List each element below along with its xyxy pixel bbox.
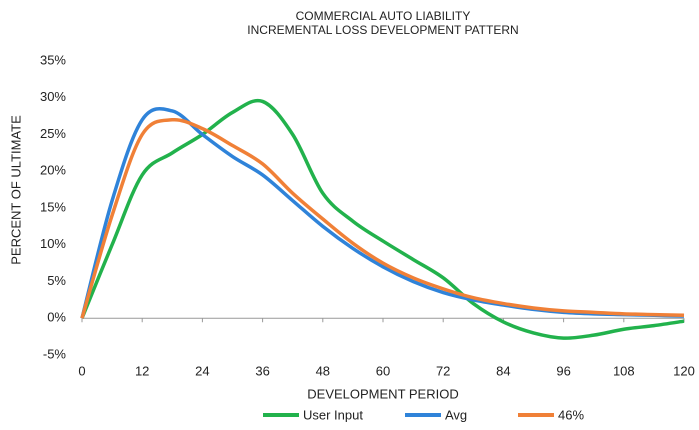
y-tick-label: 10%: [40, 236, 66, 251]
y-tick-label: 35%: [40, 52, 66, 67]
x-tick-label: 12: [135, 363, 149, 378]
x-tick-label: 48: [316, 363, 330, 378]
y-tick-label: -5%: [43, 346, 67, 361]
y-tick-label: 15%: [40, 199, 66, 214]
y-tick-label: 20%: [40, 163, 66, 178]
y-axis-label: PERCENT OF ULTIMATE: [8, 115, 23, 265]
y-tick-label: 5%: [47, 273, 66, 288]
x-tick-label: 84: [496, 363, 510, 378]
x-tick-label: 0: [78, 363, 85, 378]
x-tick-label: 24: [195, 363, 209, 378]
legend-label: Avg: [445, 407, 467, 422]
x-tick-label: 120: [673, 363, 695, 378]
y-tick-label: 30%: [40, 89, 66, 104]
x-tick-label: 36: [255, 363, 269, 378]
y-tick-label: 0%: [47, 310, 66, 325]
series-line: [80, 117, 685, 319]
x-tick-label: 60: [376, 363, 390, 378]
x-tick-label: 72: [436, 363, 450, 378]
chart-subtitle: INCREMENTAL LOSS DEVELOPMENT PATTERN: [247, 23, 518, 37]
series-line: [80, 98, 685, 340]
legend-label: 46%: [558, 407, 584, 422]
y-tick-label: 25%: [40, 126, 66, 141]
legend-label: User Input: [303, 407, 363, 422]
series-line: [80, 107, 685, 319]
chart-title: COMMERCIAL AUTO LIABILITY: [296, 9, 471, 23]
x-tick-label: 108: [613, 363, 635, 378]
x-axis-label: DEVELOPMENT PERIOD: [307, 386, 458, 401]
x-tick-label: 96: [556, 363, 570, 378]
